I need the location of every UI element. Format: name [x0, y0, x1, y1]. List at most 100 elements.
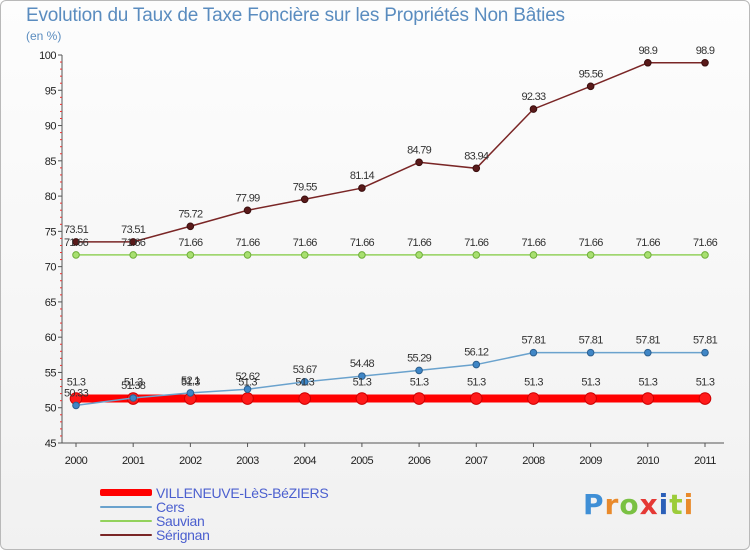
chart-title: Evolution du Taux de Taxe Foncière sur l…: [26, 5, 565, 26]
point-cers: [300, 378, 309, 386]
y-tick-label: 70: [45, 262, 57, 274]
data-label: 98.9: [696, 45, 715, 57]
x-tick-label: 2000: [65, 455, 88, 467]
point-sauvian: [72, 251, 80, 259]
data-label: 52.62: [236, 371, 261, 383]
logo-letter: P: [583, 488, 605, 521]
data-label: 51.3: [67, 377, 86, 389]
data-label: 51.3: [238, 377, 257, 389]
data-label: 51.3: [524, 377, 543, 389]
point-sauvian: [300, 251, 309, 259]
data-label: 71.66: [178, 237, 203, 249]
data-label: 51.38: [121, 380, 146, 392]
data-label: 56.12: [464, 347, 489, 359]
point-serignan: [300, 195, 309, 204]
point-sauvian: [586, 251, 595, 259]
y-tick-label: 90: [45, 121, 57, 133]
point-serignan: [186, 222, 195, 231]
logo-letter: o: [619, 488, 640, 521]
legend-label: Sauvian: [156, 513, 205, 529]
y-tick-label: 55: [45, 367, 57, 379]
x-tick-label: 2004: [293, 455, 316, 467]
chart-axes: 45 50 55 60 65 70 75 80 85 90 95 100 2000 2001 2002 200…: [39, 50, 724, 467]
data-label: 51.3: [410, 377, 429, 389]
proxiti-logo: Proxiti: [583, 488, 694, 521]
data-label: 71.66: [579, 237, 604, 249]
data-label: 81.14: [350, 170, 375, 182]
logo-letter: x: [639, 488, 659, 521]
x-tick-label: 2008: [522, 455, 545, 467]
point-villeneuve: [469, 392, 483, 405]
data-label: 71.66: [293, 237, 318, 249]
point-sauvian: [529, 251, 538, 259]
point-sauvian: [186, 251, 195, 259]
point-cers: [186, 389, 195, 397]
y-tick-label: 75: [45, 226, 57, 238]
y-tick-label: 60: [45, 332, 57, 344]
y-tick-label: 65: [45, 297, 57, 309]
data-label: 57.81: [693, 335, 718, 347]
point-villeneuve: [527, 392, 540, 405]
data-label: 95.56: [579, 68, 604, 80]
legend-swatch: [100, 520, 152, 522]
data-label: 51.3: [181, 377, 200, 389]
data-label: 71.66: [693, 237, 718, 249]
data-label: 57.81: [636, 335, 661, 347]
data-label: 57.81: [579, 335, 604, 347]
point-villeneuve: [584, 392, 597, 405]
data-label: 84.79: [407, 144, 432, 156]
data-label: 79.55: [293, 181, 318, 193]
point-sauvian: [644, 251, 652, 259]
data-label: 53.67: [293, 364, 318, 376]
data-label: 71.66: [521, 237, 546, 249]
x-tick-label: 2007: [465, 455, 488, 467]
data-label: 71.66: [407, 237, 432, 249]
y-tick-label: 100: [39, 50, 56, 62]
legend-swatch: [100, 534, 152, 536]
point-cers: [243, 385, 252, 394]
series-line-cers: [75, 351, 705, 407]
data-label: 73.51: [64, 224, 89, 236]
point-serignan: [72, 238, 80, 246]
point-cers: [72, 401, 80, 410]
data-label: 54.48: [350, 358, 375, 370]
point-cers: [415, 366, 423, 375]
data-label: 71.66: [64, 237, 89, 249]
logo-letter: i: [658, 488, 670, 521]
point-villeneuve: [355, 392, 369, 405]
data-label: 71.66: [350, 237, 375, 249]
point-villeneuve: [641, 392, 655, 405]
point-serignan: [701, 58, 709, 67]
data-label: 51.3: [295, 377, 314, 389]
legend-swatch: [100, 489, 152, 496]
point-serignan: [472, 164, 481, 173]
data-labels-layer: 73.51 73.51 75.72 77.99 79.55 81.14 84.79 83.94…: [64, 45, 718, 400]
data-label: 71.66: [236, 237, 261, 249]
logo-letter: t: [669, 488, 684, 521]
data-label: 51.3: [639, 377, 658, 389]
point-sauvian: [415, 251, 423, 259]
y-tick-label: 80: [45, 191, 57, 203]
point-cers: [701, 348, 709, 357]
point-villeneuve: [241, 392, 254, 405]
point-serignan: [129, 238, 137, 246]
point-sauvian: [701, 251, 709, 259]
y-tick-label: 50: [45, 403, 57, 415]
data-label: 51.3: [581, 377, 600, 389]
x-tick-label: 2001: [122, 455, 145, 467]
point-serignan: [358, 184, 366, 192]
chart-subtitle: (en %): [26, 29, 62, 43]
data-label: 51.3: [696, 377, 715, 389]
point-serignan: [586, 82, 595, 91]
x-tick-label: 2005: [351, 455, 374, 467]
point-sauvian: [243, 251, 252, 259]
data-label: 52.1: [181, 375, 200, 387]
legend-swatch: [100, 506, 152, 508]
point-cers: [644, 348, 652, 357]
logo-letter: r: [604, 488, 620, 521]
point-villeneuve: [412, 392, 426, 405]
point-serignan: [415, 158, 423, 167]
x-tick-label: 2003: [236, 455, 259, 467]
data-label: 92.33: [521, 91, 546, 103]
